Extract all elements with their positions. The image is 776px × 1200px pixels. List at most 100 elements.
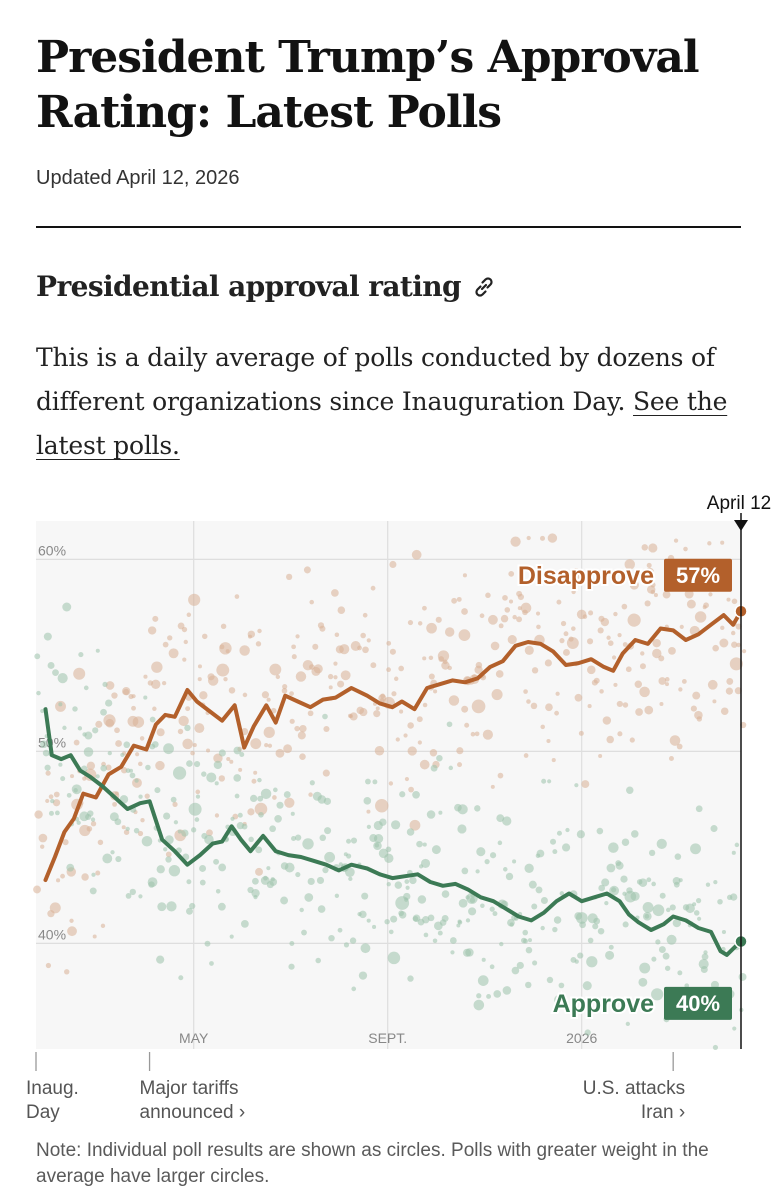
poll-dot <box>182 738 193 750</box>
poll-dot <box>416 840 423 848</box>
poll-dot <box>45 770 51 776</box>
poll-dot <box>56 878 61 883</box>
event-label[interactable]: announced › <box>140 1102 246 1123</box>
poll-dot <box>559 638 565 644</box>
poll-dot <box>729 657 743 671</box>
poll-dot <box>631 830 639 838</box>
poll-dot <box>33 885 41 894</box>
poll-dot <box>651 956 657 962</box>
poll-dot <box>71 784 82 795</box>
poll-dot <box>648 849 656 857</box>
poll-dot <box>62 839 69 846</box>
poll-dot <box>322 769 330 777</box>
poll-dot <box>247 808 255 816</box>
poll-dot <box>526 535 531 541</box>
poll-dot <box>52 669 59 677</box>
poll-dot <box>571 589 576 595</box>
poll-dot <box>523 689 528 694</box>
poll-dot <box>679 624 684 629</box>
poll-dot <box>100 923 106 929</box>
poll-dot <box>437 650 450 662</box>
poll-dot <box>315 957 321 964</box>
poll-dot <box>95 774 100 779</box>
poll-dot <box>191 827 197 833</box>
poll-dot <box>317 905 326 913</box>
poll-dot <box>312 643 319 650</box>
poll-dot <box>577 952 584 959</box>
poll-dot <box>701 953 709 961</box>
poll-dot <box>301 929 307 936</box>
poll-dot <box>253 770 258 775</box>
link-icon[interactable] <box>471 274 497 300</box>
poll-dot <box>269 663 282 676</box>
poll-dot <box>579 921 586 929</box>
poll-dot <box>157 902 167 912</box>
poll-dot <box>151 741 159 748</box>
poll-dot <box>608 842 619 853</box>
poll-dot <box>604 901 609 906</box>
poll-dot <box>560 620 567 627</box>
poll-dot <box>233 746 242 755</box>
poll-dot <box>659 701 664 707</box>
poll-dot <box>646 562 652 568</box>
poll-dot <box>575 912 588 924</box>
poll-dot <box>639 663 646 670</box>
poll-dot <box>206 772 217 783</box>
poll-dot <box>719 638 729 648</box>
event-label[interactable]: Iran › <box>641 1102 685 1123</box>
poll-dot <box>122 688 130 695</box>
poll-dot <box>520 602 532 614</box>
poll-dot <box>72 706 78 712</box>
approval-chart: 40%50%60%MAY SEPT. 2026 April 1257%Disappr… <box>26 493 771 1123</box>
poll-dot <box>123 741 131 749</box>
poll-dot <box>495 670 504 678</box>
poll-dot <box>92 727 99 734</box>
poll-dot <box>516 590 523 597</box>
approve-value-label: 40% <box>676 991 720 1016</box>
event-label[interactable]: Major tariffs <box>140 1078 239 1099</box>
poll-dot <box>457 762 463 768</box>
poll-dot <box>331 589 339 597</box>
poll-dot <box>644 600 651 607</box>
poll-dot <box>622 642 628 647</box>
latest-polls-link[interactable]: See the latest polls. <box>36 387 728 460</box>
poll-dot <box>672 918 681 928</box>
poll-dot <box>427 914 435 922</box>
poll-dot <box>105 718 115 728</box>
poll-dot <box>530 702 538 710</box>
poll-dot <box>140 818 145 823</box>
poll-dot <box>616 700 623 708</box>
poll-dot <box>165 856 172 863</box>
poll-dot <box>189 902 196 910</box>
poll-dot <box>83 685 89 691</box>
poll-dot <box>53 791 60 798</box>
poll-dot <box>399 709 404 714</box>
poll-dot <box>258 811 264 818</box>
poll-dot <box>239 751 245 757</box>
poll-dot <box>399 791 406 798</box>
poll-dot <box>395 737 400 742</box>
poll-dot <box>45 798 50 804</box>
poll-dot <box>297 731 306 740</box>
poll-dot <box>439 919 447 926</box>
poll-dot <box>602 716 612 725</box>
poll-dot <box>707 541 712 546</box>
poll-dot <box>428 655 434 661</box>
poll-dot <box>426 622 437 634</box>
poll-dot <box>738 972 747 981</box>
poll-dot <box>172 801 178 807</box>
event-label[interactable]: U.S. attacks <box>583 1078 685 1099</box>
poll-dot <box>323 725 330 733</box>
poll-dot <box>450 950 455 955</box>
poll-dot <box>444 627 455 637</box>
poll-dot <box>391 820 401 830</box>
poll-dot <box>593 917 601 925</box>
poll-dot <box>617 731 623 737</box>
poll-dot <box>437 930 443 936</box>
poll-dot <box>598 753 603 758</box>
poll-dot <box>81 873 89 881</box>
poll-dot <box>70 774 75 779</box>
poll-dot <box>471 699 486 714</box>
poll-dot <box>182 657 187 662</box>
poll-dot <box>138 794 143 799</box>
